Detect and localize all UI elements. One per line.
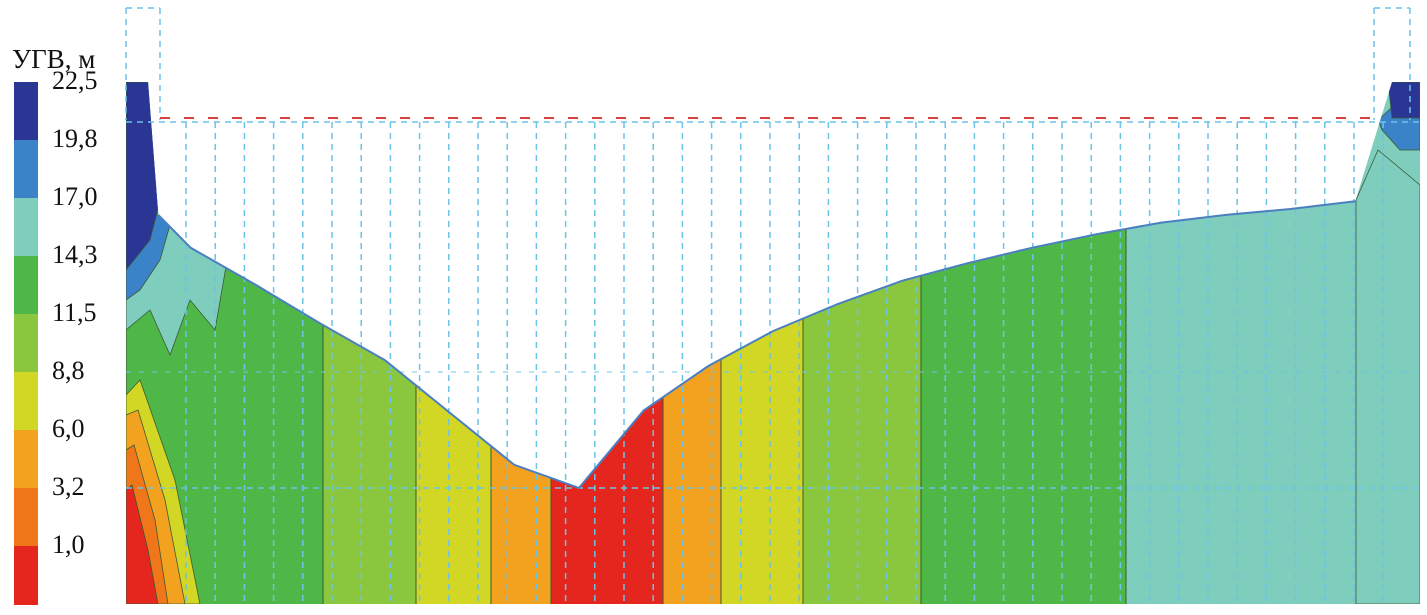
legend-swatch	[14, 198, 38, 257]
contour-band	[721, 82, 803, 604]
legend-swatch	[14, 256, 38, 315]
legend-title: УГВ, м	[12, 44, 96, 74]
legend-swatch	[14, 140, 38, 199]
contour-band	[551, 82, 663, 604]
water-table-line	[157, 200, 1356, 490]
legend-tick-label: 6,0	[52, 414, 85, 443]
dashed-mesh-grid	[125, 7, 1420, 604]
contour-region	[1355, 149, 1420, 604]
legend-tick-label: 22,5	[52, 66, 98, 95]
legend-tick-label: 8,8	[52, 356, 85, 385]
legend-tick-label: 3,2	[52, 472, 85, 501]
legend-swatch	[14, 546, 38, 605]
legend-tick-label: 19,8	[52, 124, 98, 153]
legend-swatch	[14, 488, 38, 547]
contour-band	[323, 82, 416, 604]
legend-tick-label: 1,0	[52, 530, 85, 559]
legend-swatch	[14, 314, 38, 373]
contour-band	[491, 82, 551, 604]
contour-region	[1387, 82, 1420, 119]
contour-region	[126, 484, 159, 604]
legend-tick-label: 17,0	[52, 182, 98, 211]
contour-bands	[126, 82, 1420, 604]
legend-swatch	[14, 372, 38, 431]
contour-band	[803, 82, 921, 604]
legend-swatch	[14, 82, 38, 141]
legend-swatch	[14, 430, 38, 489]
legend-tick-label: 11,5	[52, 298, 97, 327]
contour-band	[921, 82, 1126, 604]
legend-colorbar	[14, 82, 38, 605]
legend-tick-label: 14,3	[52, 240, 98, 269]
contour-band	[416, 82, 491, 604]
